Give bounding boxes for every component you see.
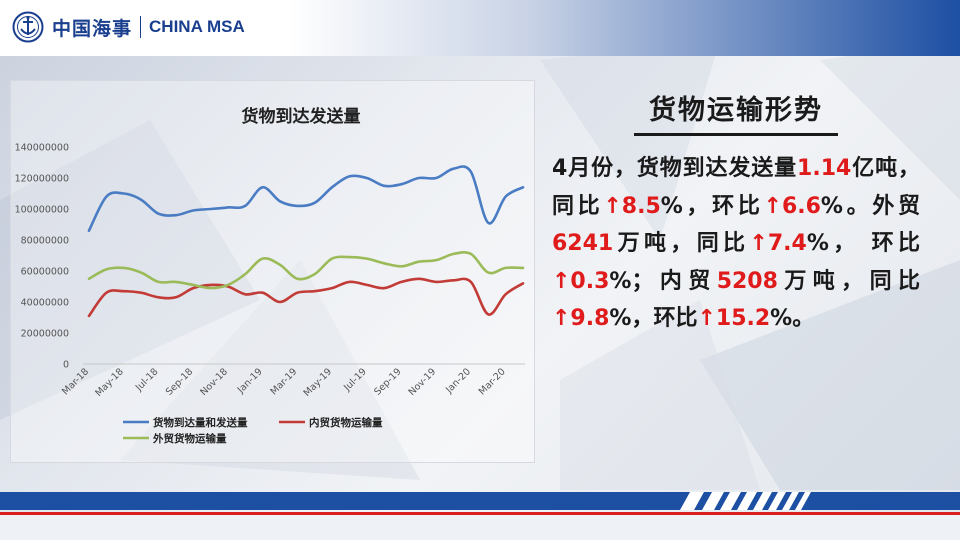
series-line-3 <box>87 250 525 290</box>
x-tick-label: Jul-19 <box>341 366 369 394</box>
x-tick-label: Jul-18 <box>133 366 161 394</box>
x-tick-label: Mar-18 <box>60 366 91 397</box>
highlight-value: 5208 <box>716 268 778 294</box>
x-tick-label: May-18 <box>93 366 126 399</box>
description-text: %；内贸 <box>609 268 717 294</box>
highlight-value: 6241 <box>552 231 614 256</box>
series-lines <box>87 165 525 318</box>
logo-chinese-text: 中国海事 <box>52 17 133 40</box>
panel-title-underline <box>634 133 838 136</box>
description-text: %，环比 <box>660 193 764 219</box>
description-text: 4月份，货物到达发送量 <box>552 156 798 181</box>
legend-label: 货物到达量和发送量 <box>152 416 248 429</box>
highlight-value: ↑6.6 <box>763 193 821 219</box>
description-text: %，环比 <box>609 306 698 331</box>
logo-divider <box>140 16 142 38</box>
series-line-2 <box>87 277 525 318</box>
x-tick-label: Mar-19 <box>268 366 299 397</box>
x-tick-label: May-19 <box>302 366 335 399</box>
y-tick-label: 100000000 <box>15 205 69 216</box>
line-chart: 货物到达发送量 0 20000000 40000000 60000000 8000000… <box>15 106 525 445</box>
legend-label: 外贸货物运输量 <box>152 432 227 445</box>
y-tick-label: 20000000 <box>21 329 69 340</box>
x-tick-label: Sep-18 <box>164 366 195 397</box>
highlight-value: ↑8.5 <box>603 193 661 219</box>
panel-description: 4月份，货物到达发送量1.14亿吨，同比↑8.5%，环比↑6.6%。外贸6241… <box>552 150 920 338</box>
msa-emblem-icon <box>12 11 44 43</box>
footer-band <box>0 492 960 540</box>
description-text: 万吨，同比 <box>777 268 920 294</box>
description-text: %。 <box>770 306 815 331</box>
x-tick-label: Sep-19 <box>372 366 403 397</box>
header-band: 中国海事 CHINA MSA <box>0 0 960 56</box>
x-axis: Mar-18 May-18 Jul-18 Sep-18 Nov-18 Jan-19 Mar-… <box>60 363 525 399</box>
description-text: 万吨，同比 <box>613 231 750 256</box>
description-text: 亿吨，同比 <box>552 156 920 219</box>
y-tick-label: 60000000 <box>21 267 69 278</box>
logo-english-text: CHINA MSA <box>149 17 245 36</box>
panel-title: 货物运输形势 <box>649 95 823 126</box>
x-tick-label: Jan-20 <box>443 366 473 396</box>
series-line-1 <box>87 165 525 232</box>
y-tick-label: 120000000 <box>15 174 69 185</box>
x-tick-label: Jan-19 <box>235 366 265 396</box>
y-tick-label: 0 <box>63 360 69 371</box>
chart-title: 货物到达发送量 <box>242 106 361 127</box>
highlight-value: ↑0.3 <box>552 268 610 294</box>
brand-logo: 中国海事 CHINA MSA <box>12 10 245 44</box>
highlight-value: ↑15.2 <box>697 306 771 331</box>
y-axis: 0 20000000 40000000 60000000 80000000 1000000… <box>15 143 69 371</box>
description-text: %。外贸 <box>820 193 920 219</box>
legend-label: 内贸货物运输量 <box>309 416 383 429</box>
highlight-value: ↑7.4 <box>749 231 807 256</box>
x-tick-label: Nov-19 <box>407 366 439 398</box>
chart-card: 货物到达发送量 0 20000000 40000000 60000000 8000000… <box>10 80 535 463</box>
y-tick-label: 80000000 <box>21 236 69 247</box>
x-tick-label: Nov-18 <box>198 366 230 398</box>
highlight-value: 1.14 <box>797 156 852 181</box>
y-tick-label: 40000000 <box>21 298 69 309</box>
description-text: %， 环比 <box>806 231 920 256</box>
highlight-value: ↑9.8 <box>552 306 610 331</box>
x-tick-label: Mar-20 <box>477 366 508 397</box>
y-tick-label: 140000000 <box>15 143 69 154</box>
